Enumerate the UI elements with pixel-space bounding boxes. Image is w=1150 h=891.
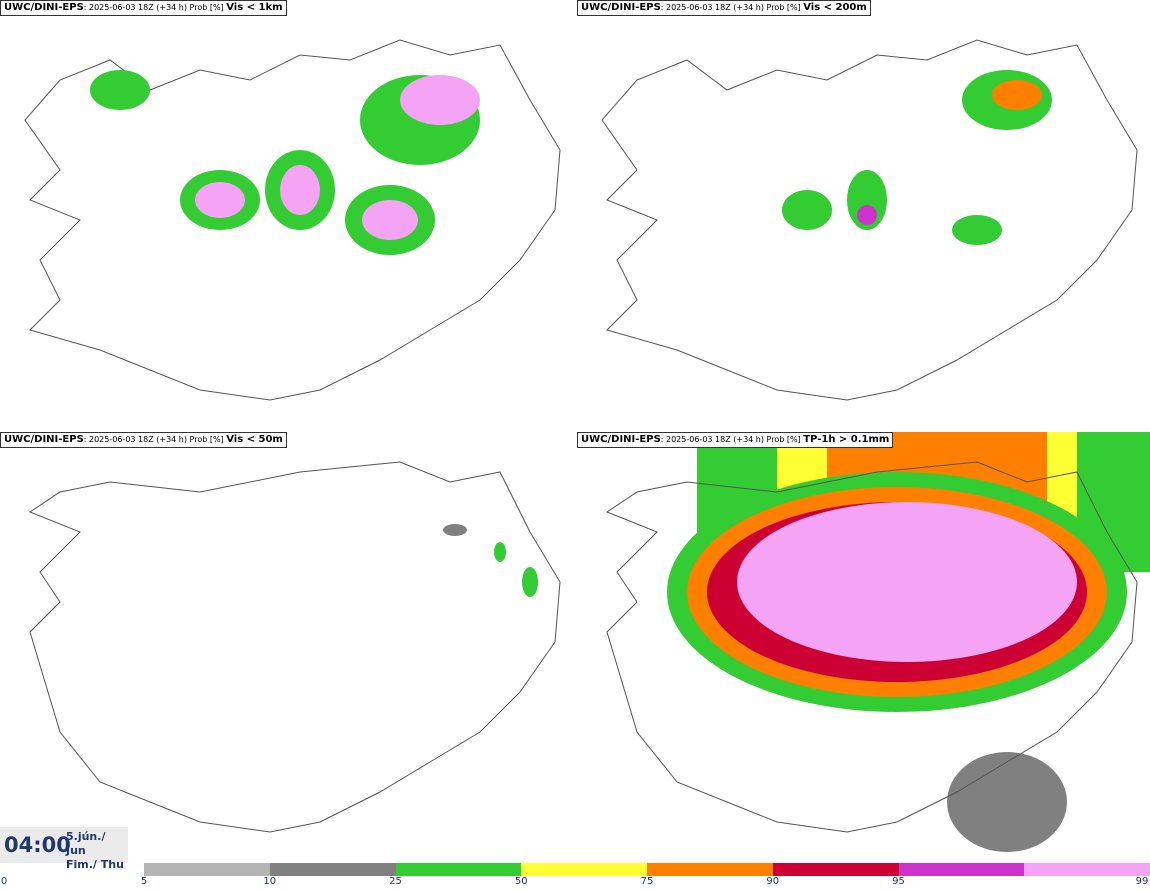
panel-title: UWC/DINI-EPS: 2025-06-03 18Z (+34 h) Pro… bbox=[577, 0, 871, 16]
colorbar-segment bbox=[1024, 863, 1150, 876]
colorbar-tick-label: 75 bbox=[640, 876, 654, 887]
colorbar-tick-label: 5 bbox=[140, 876, 148, 887]
colorbar-segment bbox=[144, 863, 270, 876]
colorbar-segment bbox=[772, 863, 899, 876]
panel-title: UWC/DINI-EPS: 2025-06-03 18Z (+34 h) Pro… bbox=[0, 432, 287, 448]
colorbar-segment bbox=[898, 863, 1025, 876]
colorbar-tick-label: 0 bbox=[0, 876, 8, 887]
iceland-map-1 bbox=[24, 39, 561, 401]
variable-name: Vis < 1km bbox=[226, 2, 283, 13]
model-name: UWC/DINI-EPS bbox=[581, 434, 661, 445]
map-panel-vis-200m: UWC/DINI-EPS: 2025-06-03 18Z (+34 h) Pro… bbox=[577, 0, 1150, 430]
colorbar-segment bbox=[395, 863, 522, 876]
model-name: UWC/DINI-EPS bbox=[581, 2, 661, 13]
variable-name: TP-1h > 0.1mm bbox=[803, 434, 890, 445]
colorbar-tick-label: 10 bbox=[263, 876, 277, 887]
colorbar-segment bbox=[269, 863, 396, 876]
variable-name: Vis < 50m bbox=[226, 434, 283, 445]
iceland-map-2 bbox=[601, 39, 1138, 401]
panel-title: UWC/DINI-EPS: 2025-06-03 18Z (+34 h) Pro… bbox=[0, 0, 287, 16]
colorbar-segment bbox=[647, 863, 773, 876]
map-panel-vis-1km: UWC/DINI-EPS: 2025-06-03 18Z (+34 h) Pro… bbox=[0, 0, 573, 430]
map-panel-vis-50m: UWC/DINI-EPS: 2025-06-03 18Z (+34 h) Pro… bbox=[0, 432, 573, 862]
run-meta: : 2025-06-03 18Z (+34 h) Prob [%] bbox=[660, 435, 804, 444]
valid-date: 5.jún./ Jun Fim./ Thu bbox=[66, 830, 128, 872]
valid-time-box: 04:00 5.jún./ Jun Fim./ Thu bbox=[0, 827, 128, 871]
colorbar-tick-label: 25 bbox=[389, 876, 402, 887]
panel-title: UWC/DINI-EPS: 2025-06-03 18Z (+34 h) Pro… bbox=[577, 432, 894, 448]
date-line-1: 5.jún./ Jun bbox=[66, 830, 106, 857]
colorbar-tick-label: 99 bbox=[1135, 876, 1149, 887]
valid-time: 04:00 bbox=[4, 833, 71, 857]
model-name: UWC/DINI-EPS bbox=[4, 434, 84, 445]
run-meta: : 2025-06-03 18Z (+34 h) Prob [%] bbox=[83, 435, 227, 444]
iceland-map-3 bbox=[28, 461, 561, 833]
run-meta: : 2025-06-03 18Z (+34 h) Prob [%] bbox=[83, 3, 227, 12]
map-panel-precip: UWC/DINI-EPS: 2025-06-03 18Z (+34 h) Pro… bbox=[577, 432, 1150, 862]
colorbar-segment bbox=[521, 863, 647, 876]
colorbar-tick-label: 50 bbox=[514, 876, 528, 887]
iceland-map-4 bbox=[605, 432, 1150, 852]
variable-name: Vis < 200m bbox=[803, 2, 867, 13]
colorbar-tick-label: 90 bbox=[766, 876, 780, 887]
run-meta: : 2025-06-03 18Z (+34 h) Prob [%] bbox=[660, 3, 804, 12]
colorbar-tick-label: 95 bbox=[892, 876, 905, 887]
date-line-2: Fim./ Thu bbox=[66, 858, 124, 871]
model-name: UWC/DINI-EPS bbox=[4, 2, 84, 13]
